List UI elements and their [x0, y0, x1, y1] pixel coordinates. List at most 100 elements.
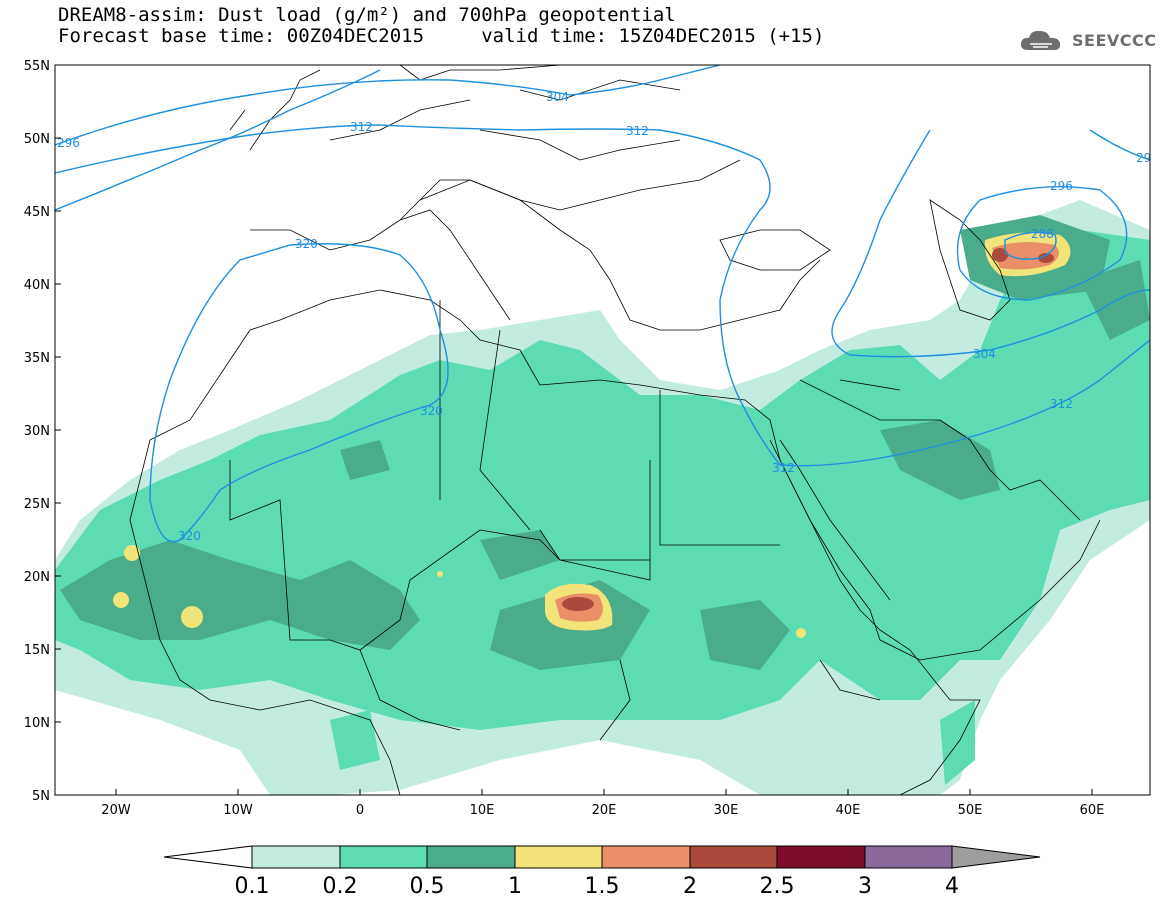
colorbar-segment: [251, 845, 341, 869]
coastline-arabia: [879, 519, 1101, 661]
contour-label: 312: [1050, 397, 1073, 411]
dust-level-0.2: [330, 710, 380, 770]
colorbar-segment: [776, 845, 866, 869]
colorbar-under-arrow: [163, 845, 253, 869]
lat-label: 5N: [32, 789, 50, 804]
dust-fields: [55, 200, 1150, 795]
contour-312-north: [55, 124, 1150, 467]
contour-296-east: [1089, 129, 1150, 161]
longitude-labels: 20W 10W 0 10E 20E 30E 40E 50E 60E: [101, 803, 1104, 818]
dust-level-1: [437, 571, 443, 577]
contour-288: [1004, 231, 1057, 260]
coastline-uk: [229, 69, 321, 151]
latitude-labels: 55N 50N 45N 40N 35N 30N 25N 20N 15N 10N …: [24, 59, 50, 804]
contour-label: 320: [295, 237, 318, 251]
colorbar-segment: [601, 845, 691, 869]
colorbar-label: 0.2: [323, 874, 358, 899]
contour-320-africa: [149, 243, 449, 543]
colorbar: 0.1 0.2 0.5 1 1.5 2 2.5 3 4: [163, 845, 1041, 899]
contour-304-east: [831, 129, 1150, 358]
colorbar-label: 2: [683, 874, 697, 899]
coastline-red-sea: [769, 439, 891, 641]
coastline-black-sea: [719, 229, 831, 271]
contour-label: 29: [1136, 151, 1151, 165]
contour-label: 288: [1031, 227, 1054, 241]
border: [359, 379, 940, 741]
contour-label: 304: [973, 347, 996, 361]
forecast-time-line: Forecast base time: 00Z04DEC2015 valid t…: [58, 25, 825, 47]
colorbar-label: 3: [858, 874, 872, 899]
lon-label: 30E: [714, 803, 739, 818]
contour-296: [956, 185, 1128, 301]
contour-label: 296: [57, 136, 80, 150]
border: [229, 300, 780, 651]
dust-level-0.5: [700, 600, 790, 670]
contour-304-north: [55, 65, 721, 146]
border: [329, 79, 741, 211]
colorbar-label: 1: [508, 874, 522, 899]
lon-label: 10E: [470, 803, 495, 818]
dust-level-0.5: [340, 440, 390, 480]
dust-level-1: [181, 606, 203, 628]
dust-level-1: [113, 592, 129, 608]
lon-label: 40E: [836, 803, 861, 818]
lat-label: 55N: [24, 59, 50, 74]
coastlines-and-borders: [129, 65, 1101, 795]
coastline-caspian: [929, 199, 1011, 321]
colorbar-label: 2.5: [760, 874, 795, 899]
brand-logo: SEEVCCC: [1018, 26, 1157, 54]
lon-label: 20W: [101, 803, 131, 818]
lat-label: 25N: [24, 497, 50, 512]
contour-320: [55, 69, 381, 211]
dust-level-1: [796, 628, 806, 638]
lon-label: 10W: [223, 803, 253, 818]
colorbar-label: 1.5: [585, 874, 620, 899]
colorbar-segment: [426, 845, 516, 869]
colorbar-segment: [864, 845, 953, 869]
coastline-persian-gulf: [939, 419, 1081, 521]
lat-label: 30N: [24, 424, 50, 439]
dust-level-1: [124, 545, 140, 561]
coastline-africa: [149, 289, 981, 795]
colorbar-over-arrow: [951, 845, 1041, 869]
lat-label: 45N: [24, 205, 50, 220]
dust-level-0.5: [60, 540, 420, 650]
colorbar-label: 0.1: [235, 874, 270, 899]
lat-label: 20N: [24, 570, 50, 585]
lon-label: 0: [356, 803, 364, 818]
lat-label: 50N: [24, 132, 50, 147]
contour-label: 296: [1050, 179, 1073, 193]
contour-labels: 304 312 312 296 296 320 288 304 312 320 …: [57, 90, 1151, 543]
dust-level-0.2: [940, 700, 975, 785]
contour-label: 312: [350, 120, 373, 134]
contour-label: 320: [420, 404, 443, 418]
chart-title: DREAM8-assim: Dust load (g/m²) and 700hP…: [58, 4, 676, 26]
colorbar-segment: [339, 845, 428, 869]
colorbar-label: 4: [945, 874, 959, 899]
colorbar-label: 0.5: [410, 874, 445, 899]
lat-label: 35N: [24, 351, 50, 366]
colorbar-segment: [689, 845, 778, 869]
colorbar-segment: [514, 845, 603, 869]
lat-label: 40N: [24, 278, 50, 293]
dust-level-2: [992, 248, 1008, 262]
lon-label: 60E: [1080, 803, 1105, 818]
lat-label: 10N: [24, 716, 50, 731]
contour-label: 304: [546, 90, 569, 104]
lat-label: 15N: [24, 643, 50, 658]
dust-level-1.5: [992, 242, 1059, 270]
contour-label: 312: [772, 461, 795, 475]
contour-label: 320: [178, 529, 201, 543]
lon-label: 50E: [958, 803, 983, 818]
geopotential-contours: [55, 65, 1150, 543]
coastline-europe: [250, 179, 821, 331]
brand-name: SEEVCCC: [1072, 30, 1157, 50]
coastline-scandinavia: [399, 65, 561, 81]
dust-level-0.5: [480, 530, 560, 580]
dust-level-2: [1038, 253, 1054, 263]
axis-ticks: [55, 64, 1093, 796]
dust-level-2: [562, 597, 594, 611]
cloud-icon: [1020, 30, 1061, 50]
coastline-west-africa: [129, 439, 401, 795]
